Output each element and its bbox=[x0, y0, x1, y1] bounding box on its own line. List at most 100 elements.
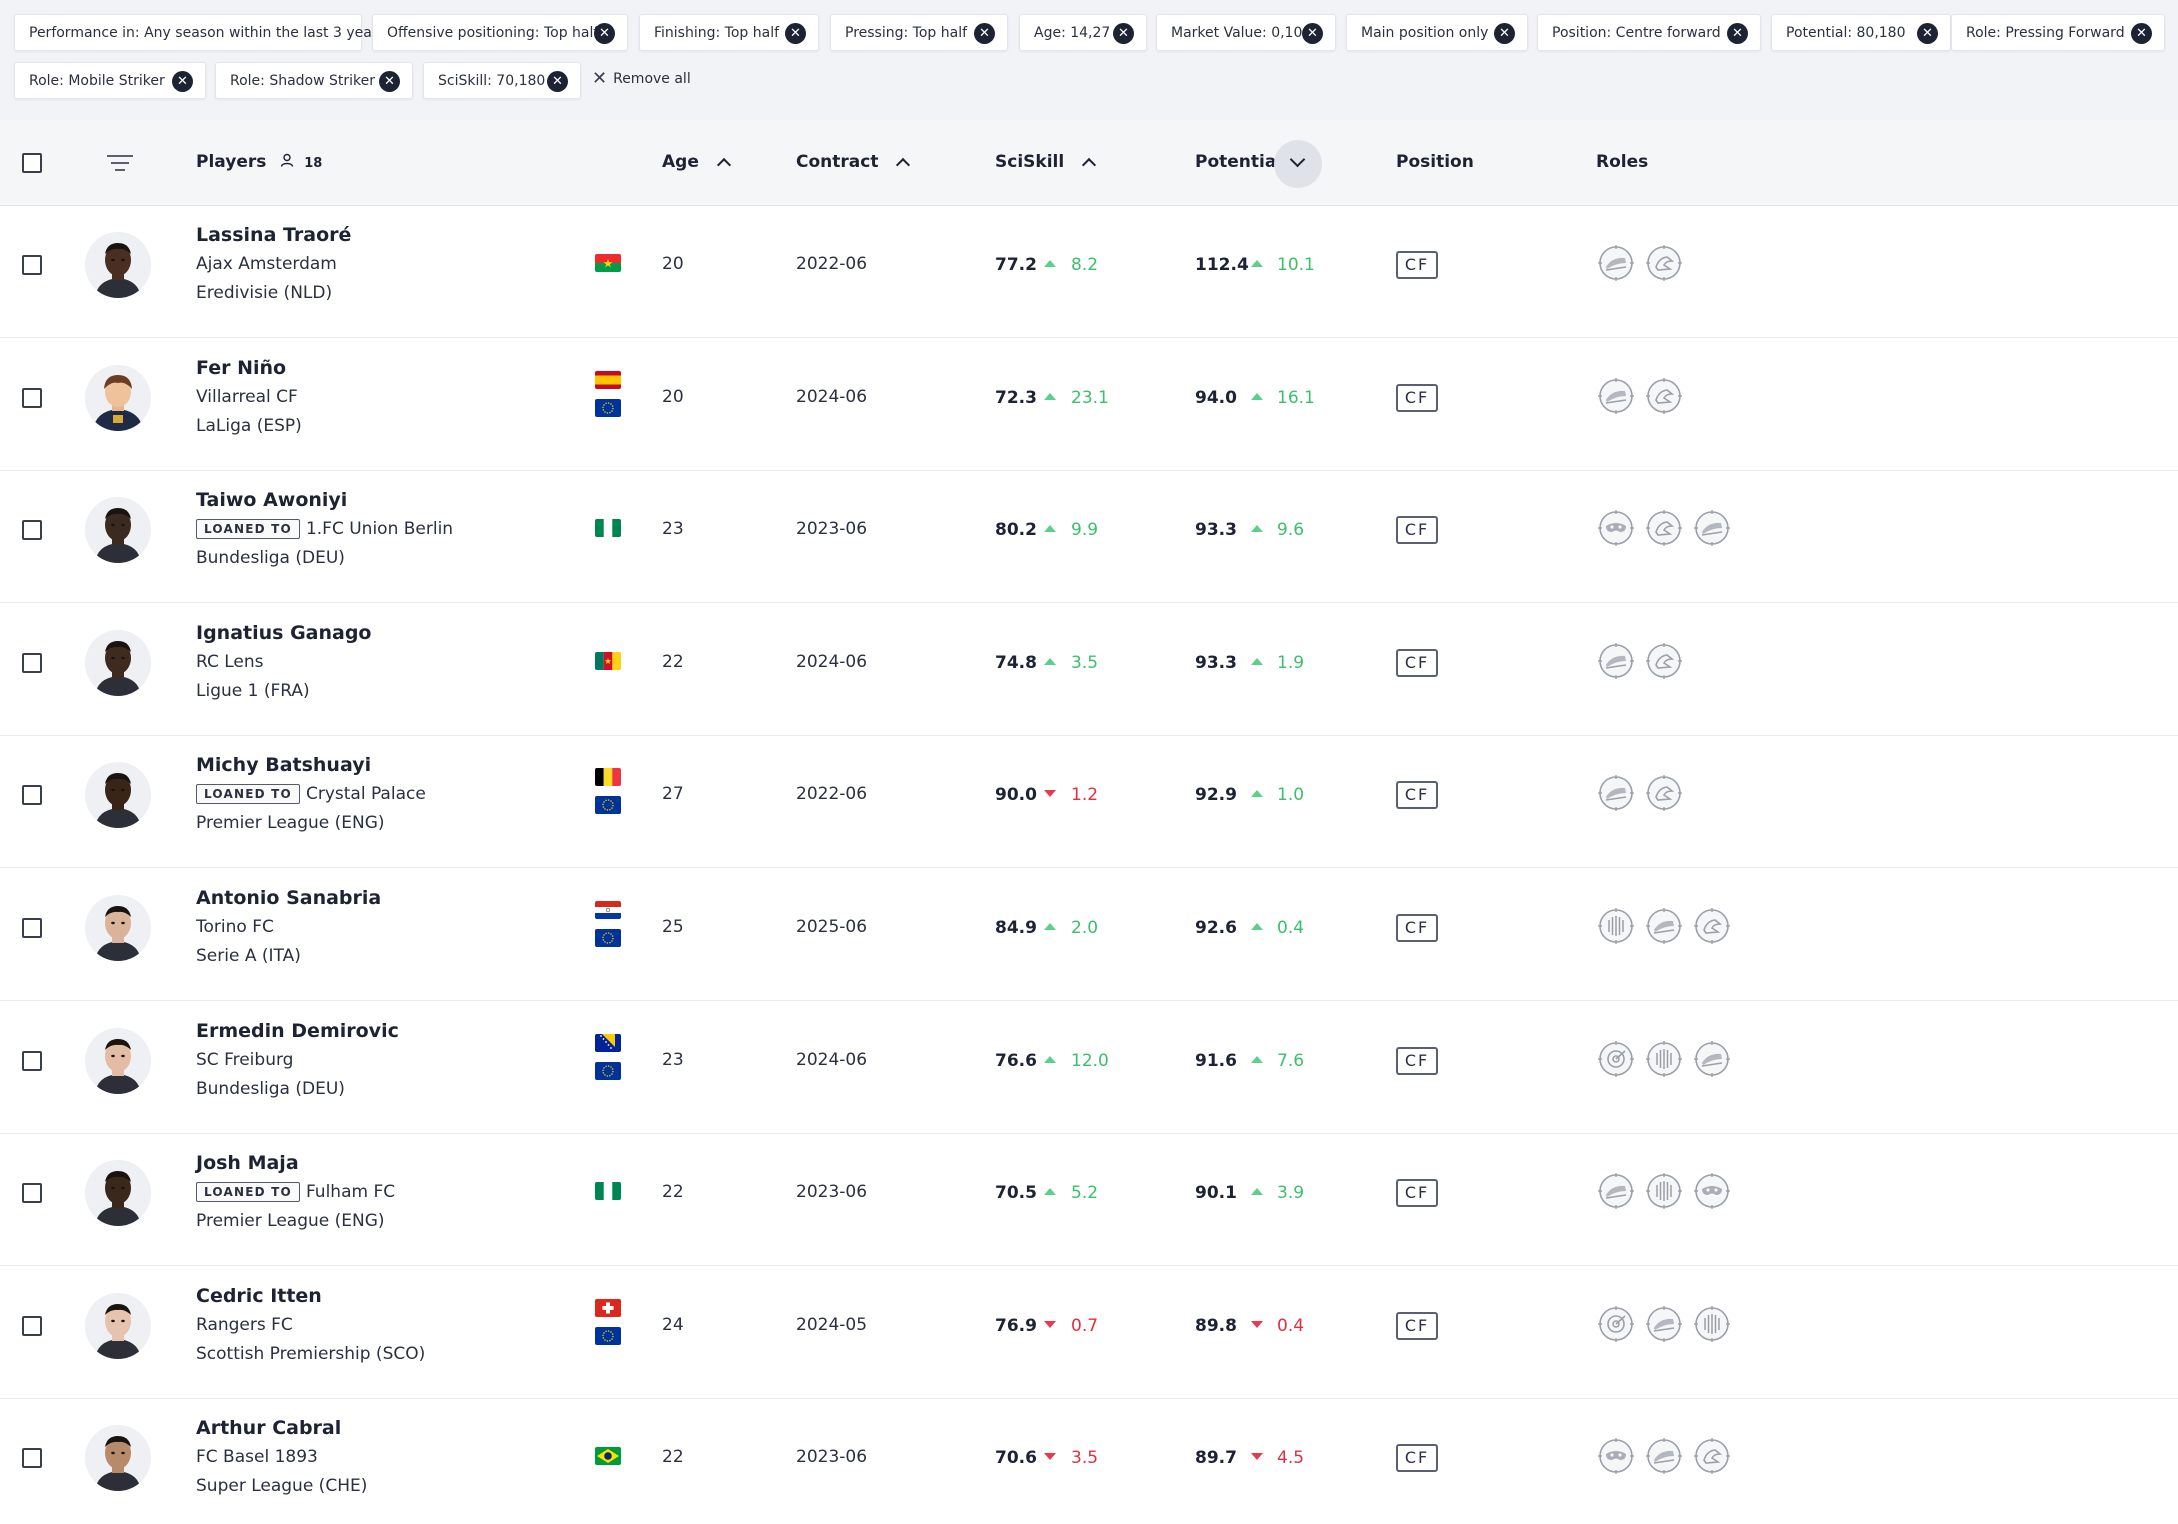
row-checkbox[interactable] bbox=[22, 1448, 42, 1468]
table-row[interactable] bbox=[0, 736, 2178, 868]
remove-filter-icon[interactable]: ✕ bbox=[1494, 23, 1515, 44]
filter-chip-label: Role: Mobile Striker bbox=[29, 72, 165, 89]
position-header-label: Position bbox=[1396, 152, 1474, 172]
player-name[interactable]: Ermedin Demirovic bbox=[196, 1020, 399, 1042]
filter-chip[interactable]: Role: Shadow Striker ✕ bbox=[215, 62, 413, 99]
table-row[interactable] bbox=[0, 604, 2178, 736]
table-row[interactable] bbox=[0, 1267, 2178, 1399]
select-all-checkbox[interactable] bbox=[22, 153, 42, 173]
pressing-forward-icon[interactable] bbox=[1694, 1041, 1730, 1077]
remove-filter-icon[interactable]: ✕ bbox=[785, 23, 806, 44]
remove-filter-icon[interactable]: ✕ bbox=[2131, 23, 2152, 44]
player-name[interactable]: Fer Niño bbox=[196, 357, 287, 379]
mobile-striker-icon[interactable] bbox=[1646, 510, 1682, 546]
remove-filter-icon[interactable]: ✕ bbox=[1727, 23, 1748, 44]
pressing-forward-icon[interactable] bbox=[1646, 1438, 1682, 1474]
remove-filter-icon[interactable]: ✕ bbox=[974, 23, 995, 44]
column-header-sciskill[interactable]: SciSkill bbox=[995, 152, 1097, 173]
table-row[interactable] bbox=[0, 869, 2178, 1001]
potential-value: 112.4 bbox=[1195, 255, 1249, 275]
table-row[interactable] bbox=[0, 206, 2178, 338]
chevron-up-icon bbox=[896, 157, 911, 173]
shadow-striker-icon[interactable] bbox=[1694, 1173, 1730, 1209]
player-league: Ligue 1 (FRA) bbox=[196, 681, 310, 701]
row-checkbox[interactable] bbox=[22, 1316, 42, 1336]
mobile-striker-icon[interactable] bbox=[1646, 245, 1682, 281]
mobile-striker-icon[interactable] bbox=[1646, 775, 1682, 811]
mobile-striker-icon[interactable] bbox=[1646, 378, 1682, 414]
target-man-icon[interactable] bbox=[1646, 1041, 1682, 1077]
remove-filter-icon[interactable]: ✕ bbox=[547, 71, 568, 92]
poacher-icon[interactable] bbox=[1598, 1041, 1634, 1077]
row-checkbox[interactable] bbox=[22, 653, 42, 673]
pressing-forward-icon[interactable] bbox=[1694, 510, 1730, 546]
target-man-icon[interactable] bbox=[1646, 1173, 1682, 1209]
player-name[interactable]: Josh Maja bbox=[196, 1152, 299, 1174]
column-header-contract[interactable]: Contract bbox=[796, 152, 911, 173]
row-checkbox[interactable] bbox=[22, 1051, 42, 1071]
sciskill-delta: 9.9 bbox=[1071, 520, 1099, 540]
pressing-forward-icon[interactable] bbox=[1598, 378, 1634, 414]
filter-chip[interactable]: Performance in: Any season within the la… bbox=[14, 14, 385, 51]
player-league: Bundesliga (DEU) bbox=[196, 1079, 345, 1099]
remove-filter-icon[interactable]: ✕ bbox=[1917, 23, 1938, 44]
player-name[interactable]: Lassina Traoré bbox=[196, 224, 352, 246]
table-row[interactable] bbox=[0, 339, 2178, 471]
shadow-striker-icon[interactable] bbox=[1598, 1438, 1634, 1474]
filter-icon[interactable] bbox=[107, 154, 133, 172]
pressing-forward-icon[interactable] bbox=[1646, 908, 1682, 944]
table-row[interactable] bbox=[0, 1134, 2178, 1266]
trend-up-icon bbox=[1251, 1056, 1263, 1063]
filter-chip[interactable]: Age: 14,27 ✕ bbox=[1019, 14, 1147, 51]
player-name[interactable]: Ignatius Ganago bbox=[196, 622, 372, 644]
filter-chip[interactable]: Pressing: Top half ✕ bbox=[830, 14, 1008, 51]
row-checkbox[interactable] bbox=[22, 520, 42, 540]
pressing-forward-icon[interactable] bbox=[1646, 1306, 1682, 1342]
remove-filter-icon[interactable]: ✕ bbox=[594, 23, 615, 44]
remove-filter-icon[interactable]: ✕ bbox=[1113, 23, 1134, 44]
table-row[interactable] bbox=[0, 1002, 2178, 1134]
column-header-potential[interactable]: Potential bbox=[1195, 152, 1282, 172]
poacher-icon[interactable] bbox=[1598, 1306, 1634, 1342]
potential-sort-button[interactable] bbox=[1274, 140, 1322, 188]
column-header-players[interactable]: Players 18 bbox=[196, 152, 322, 172]
player-name[interactable]: Antonio Sanabria bbox=[196, 887, 382, 909]
row-checkbox[interactable] bbox=[22, 1183, 42, 1203]
player-name[interactable]: Cedric Itten bbox=[196, 1285, 322, 1307]
target-man-icon[interactable] bbox=[1598, 908, 1634, 944]
pressing-forward-icon[interactable] bbox=[1598, 1173, 1634, 1209]
trend-up-icon bbox=[1251, 525, 1263, 532]
filter-chip[interactable]: Market Value: 0,10 ✕ bbox=[1156, 14, 1336, 51]
pressing-forward-icon[interactable] bbox=[1598, 775, 1634, 811]
target-man-icon[interactable] bbox=[1694, 1306, 1730, 1342]
remove-all-button[interactable]: ✕ Remove all bbox=[592, 68, 691, 89]
filter-chip[interactable]: Role: Mobile Striker ✕ bbox=[14, 62, 206, 99]
remove-filter-icon[interactable]: ✕ bbox=[379, 71, 400, 92]
pressing-forward-icon[interactable] bbox=[1598, 643, 1634, 679]
shadow-striker-icon[interactable] bbox=[1598, 510, 1634, 546]
row-checkbox[interactable] bbox=[22, 785, 42, 805]
trend-up-icon bbox=[1044, 923, 1056, 930]
remove-filter-icon[interactable]: ✕ bbox=[172, 71, 193, 92]
mobile-striker-icon[interactable] bbox=[1646, 643, 1682, 679]
remove-filter-icon[interactable]: ✕ bbox=[1302, 23, 1323, 44]
table-row[interactable] bbox=[0, 471, 2178, 603]
row-checkbox[interactable] bbox=[22, 388, 42, 408]
filter-chip[interactable]: Finishing: Top half ✕ bbox=[639, 14, 819, 51]
player-name[interactable]: Taiwo Awoniyi bbox=[196, 489, 348, 511]
filter-chip[interactable]: SciSkill: 70,180 ✕ bbox=[423, 62, 581, 99]
mobile-striker-icon[interactable] bbox=[1694, 908, 1730, 944]
player-name[interactable]: Arthur Cabral bbox=[196, 1417, 342, 1439]
mobile-striker-icon[interactable] bbox=[1694, 1438, 1730, 1474]
player-league: Premier League (ENG) bbox=[196, 813, 385, 833]
column-header-age[interactable]: Age bbox=[662, 152, 731, 173]
filter-chip[interactable]: Role: Pressing Forward ✕ bbox=[1951, 14, 2165, 51]
filter-chip[interactable]: Position: Centre forward ✕ bbox=[1537, 14, 1761, 51]
filter-chip[interactable]: Offensive positioning: Top half ✕ bbox=[372, 14, 628, 51]
player-name[interactable]: Michy Batshuayi bbox=[196, 754, 372, 776]
filter-chip[interactable]: Main position only ✕ bbox=[1346, 14, 1528, 51]
row-checkbox[interactable] bbox=[22, 255, 42, 275]
row-checkbox[interactable] bbox=[22, 918, 42, 938]
pressing-forward-icon[interactable] bbox=[1598, 245, 1634, 281]
filter-chip[interactable]: Potential: 80,180 ✕ bbox=[1771, 14, 1951, 51]
